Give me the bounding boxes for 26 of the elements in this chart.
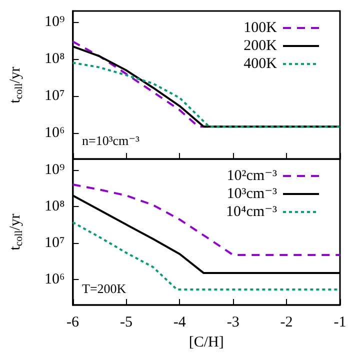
y-tick-label: 10⁹ — [44, 162, 65, 178]
x-axis-title: [C/H] — [188, 334, 224, 350]
legend-label: 10³cm⁻³ — [226, 186, 278, 202]
x-tick-label: -3 — [226, 314, 240, 330]
legend-label: 200K — [244, 38, 278, 54]
y-tick-label: 10⁶ — [44, 125, 65, 142]
y-axis-title: tcoll/yr — [8, 66, 25, 104]
legend-label: 10⁴cm⁻³ — [226, 204, 278, 220]
legend-label: 400K — [244, 56, 278, 72]
annotation: T=200K — [82, 281, 127, 296]
line-series — [72, 184, 341, 256]
x-tick-label: -6 — [66, 314, 80, 330]
y-tick-label: 10⁸ — [44, 198, 65, 214]
y-tick-label: 10⁷ — [44, 234, 65, 251]
legend-label: 100K — [244, 20, 278, 36]
x-tick-label: -5 — [120, 314, 132, 330]
y-axis-title: tcoll/yr — [8, 214, 25, 250]
x-tick-label: -2 — [280, 314, 293, 330]
legend-label: 10²cm⁻³ — [226, 168, 278, 184]
y-tick-label: 10⁶ — [44, 271, 65, 288]
annotation: n=10³cm⁻³ — [82, 133, 140, 148]
y-tick-label: 10⁷ — [44, 88, 65, 104]
y-tick-label: 10⁹ — [44, 14, 65, 30]
x-tick-label: -1 — [334, 314, 346, 330]
x-tick-label: -4 — [173, 314, 186, 330]
y-tick-label: 10⁸ — [44, 51, 65, 68]
